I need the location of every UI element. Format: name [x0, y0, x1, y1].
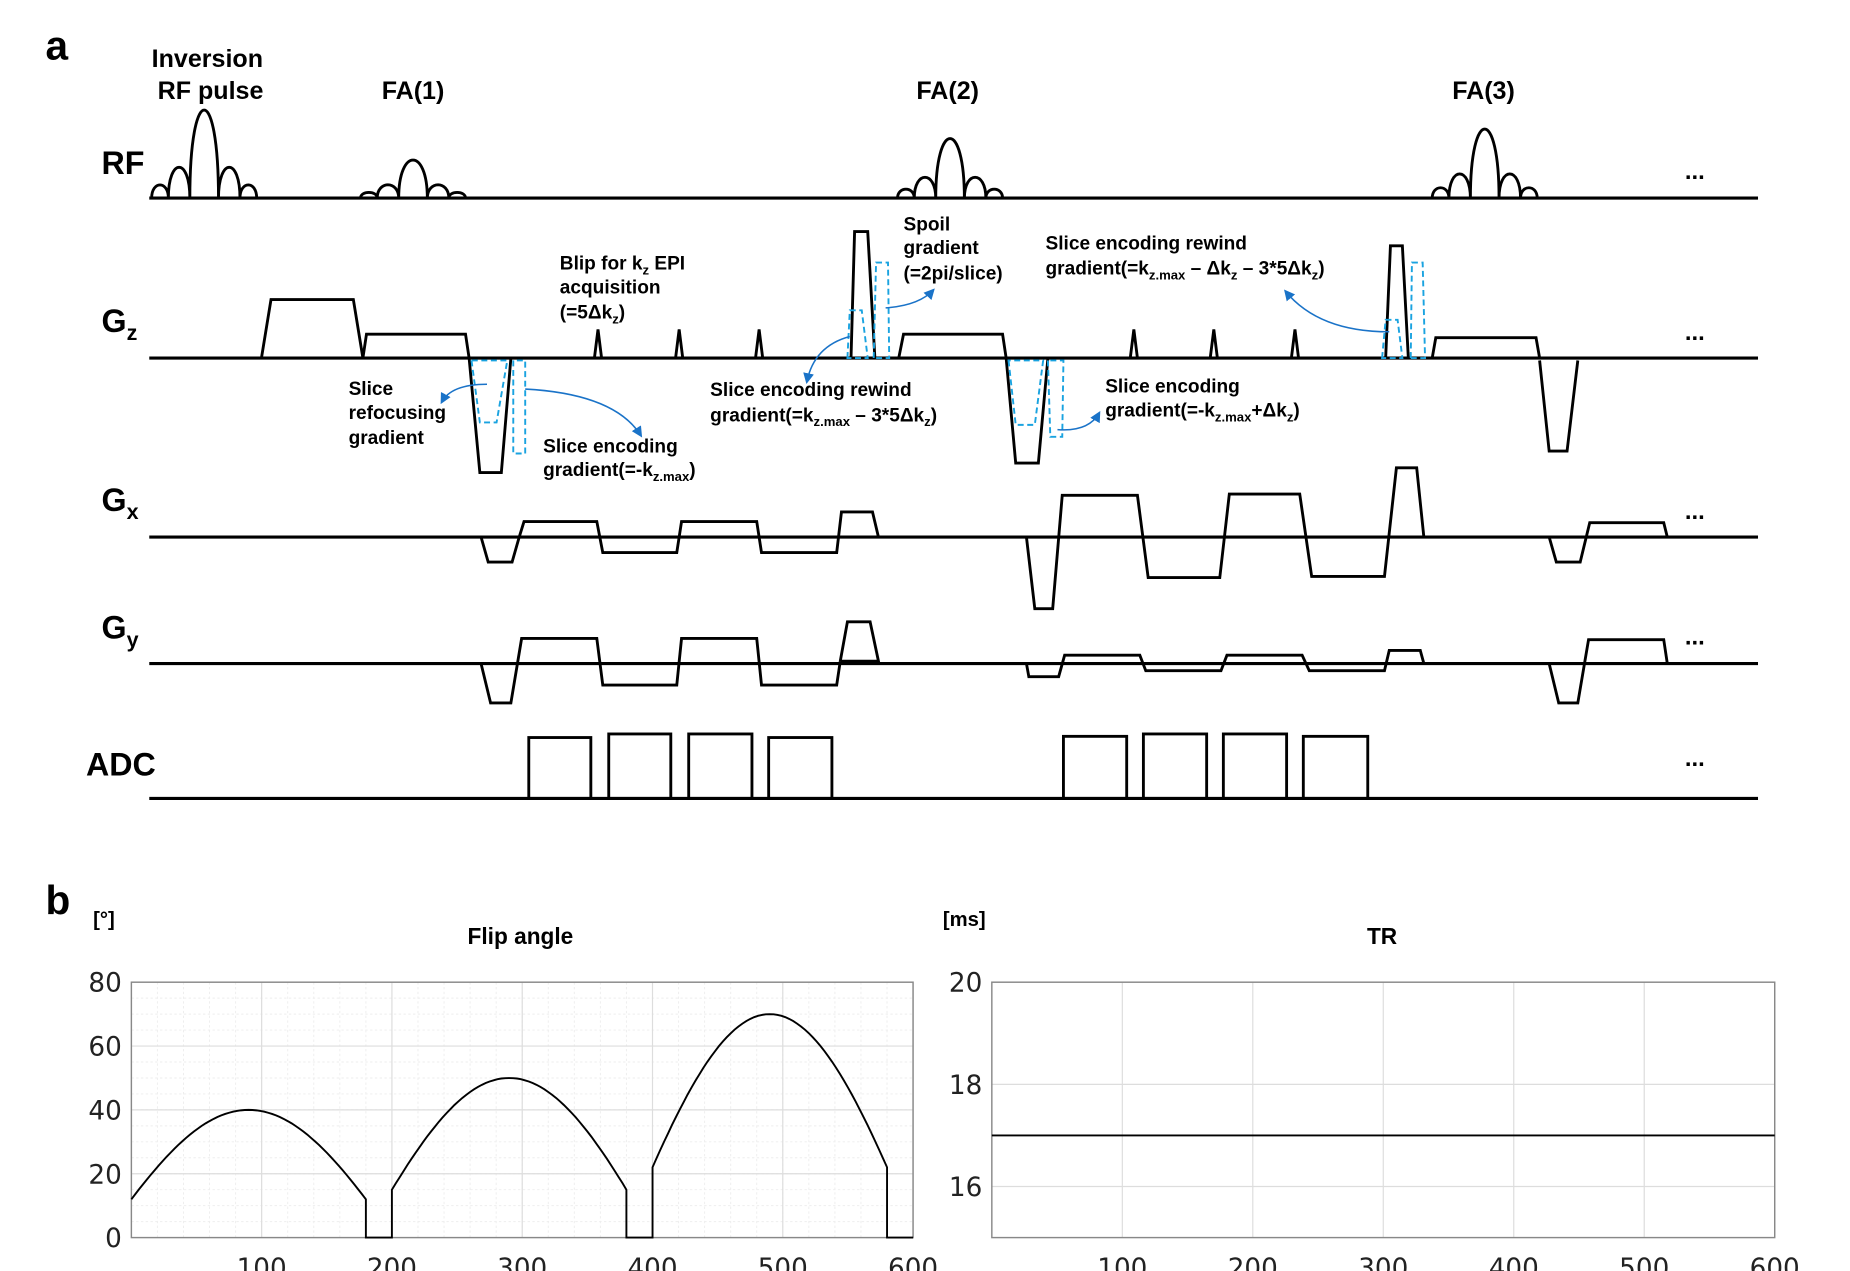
x-tick-label: 200: [1228, 1254, 1278, 1271]
x-tick-label: 100: [237, 1254, 287, 1271]
svg-text:gradient(=kz.max – 3*5Δkz): gradient(=kz.max – 3*5Δkz): [710, 405, 937, 429]
svg-text:Slice encoding rewind: Slice encoding rewind: [1046, 233, 1247, 254]
svg-text:refocusing: refocusing: [349, 403, 447, 424]
panel-b-charts: b [°] Flip angle 100 200 300 400 500 600 0 20 40…: [45, 877, 1799, 1271]
fa3-label: FA(3): [1452, 77, 1515, 105]
svg-text:gradient(=kz.max – Δkz – 3*5Δk: gradient(=kz.max – Δkz – 3*5Δkz): [1046, 258, 1325, 282]
ellipsis-adc: ...: [1685, 745, 1705, 772]
annotation-arrows: [440, 288, 1390, 438]
gx-waveform: [479, 466, 1669, 611]
axes-box: [130, 981, 914, 1239]
x-tick-label: 600: [1750, 1254, 1800, 1271]
annotation-rewind-2: Slice encoding rewind gradient(=kz.max –…: [1046, 233, 1325, 282]
x-tick-label: 400: [627, 1254, 677, 1271]
arrow-rewind-2: [1284, 289, 1390, 333]
svg-text:Slice: Slice: [349, 379, 394, 400]
svg-text:(=5Δkz): (=5Δkz): [560, 303, 625, 327]
panel-label-b: b: [45, 877, 70, 923]
svg-text:gradient: gradient: [349, 428, 425, 449]
flip-angle-chart: [°] Flip angle 100 200 300 400 500 600 0 20 40 60…: [88, 909, 938, 1271]
flip-angle-series-line: [130, 1013, 914, 1239]
x-tick-label: 500: [1619, 1254, 1669, 1271]
row-label-gx: Gx: [102, 482, 139, 524]
x-tick-label: 300: [497, 1254, 547, 1271]
x-tick-label: 400: [1489, 1254, 1539, 1271]
annotation-slice-encoding-2: Slice encoding gradient(=-kz.max+Δkz): [1105, 377, 1300, 425]
arrow-spoil: [885, 288, 935, 309]
arrow-encoding-2: [1057, 411, 1101, 431]
tr-chart: [ms] TR 100 200 300 400 500 600 16 18 20: [943, 909, 1800, 1271]
x-tick-label: 200: [367, 1254, 417, 1271]
arrow-encoding-1: [525, 388, 643, 438]
ellipsis-rf: ...: [1685, 158, 1705, 185]
annotation-spoil: Spoil gradient (=2pi/slice): [904, 214, 1003, 284]
rf-pulse-inversion: [150, 108, 259, 199]
fa2-label: FA(2): [916, 77, 979, 105]
axes-box: [991, 981, 1776, 1239]
rf-pulses: [150, 108, 1539, 199]
x-tick-label: 600: [888, 1254, 938, 1271]
rf-pulse-fa2: [896, 137, 1005, 199]
x-tick-label: 300: [1358, 1254, 1408, 1271]
x-tick-label: 500: [758, 1254, 808, 1271]
x-tick-label: 100: [1097, 1254, 1147, 1271]
adc-windows: [527, 732, 1370, 800]
ellipsis-gz: ...: [1685, 319, 1705, 346]
fa1-label: FA(1): [382, 77, 445, 105]
arrow-rewind-1: [803, 335, 851, 385]
svg-text:gradient: gradient: [904, 238, 980, 259]
y-tick-label: 80: [88, 969, 121, 999]
ellipsis-gx: ...: [1685, 498, 1705, 525]
rf-pulse-fa3: [1430, 127, 1539, 199]
gy-waveform: [479, 620, 1669, 705]
inversion-label-line2: RF pulse: [158, 77, 264, 105]
svg-text:gradient(=-kz.max+Δkz): gradient(=-kz.max+Δkz): [1105, 401, 1300, 425]
y-tick-label: 16: [949, 1173, 982, 1203]
y-tick-label: 20: [949, 969, 982, 999]
svg-text:(=2pi/slice): (=2pi/slice): [904, 263, 1003, 284]
svg-text:Slice encoding rewind: Slice encoding rewind: [710, 380, 911, 401]
svg-text:Slice encoding: Slice encoding: [1105, 377, 1240, 398]
gz-dashed-encoding-gradients: [470, 261, 1427, 455]
annotation-blip: Blip for kz EPI acquisition (=5Δkz): [560, 254, 685, 327]
row-label-gy: Gy: [102, 609, 139, 651]
annotation-rewind-1: Slice encoding rewind gradient(=kz.max –…: [710, 380, 937, 429]
inversion-label-line1: Inversion: [152, 45, 263, 73]
row-label-gz: Gz: [102, 303, 138, 345]
row-label-rf: RF: [102, 145, 145, 181]
panel-label-a: a: [45, 23, 68, 69]
y-tick-label: 40: [88, 1096, 121, 1126]
svg-text:gradient(=-kz.max): gradient(=-kz.max): [543, 460, 696, 484]
ellipsis-gy: ...: [1685, 623, 1705, 650]
y-tick-label: 60: [88, 1033, 121, 1063]
panel-a-sequence-diagram: a Inversion RF pulse FA(1) FA(2) FA(3) R…: [45, 23, 1759, 800]
annotation-refocus: Slice refocusing gradient: [349, 379, 447, 449]
svg-text:Slice encoding: Slice encoding: [543, 436, 678, 457]
annotation-slice-encoding-1: Slice encoding gradient(=-kz.max): [543, 436, 696, 484]
svg-text:acquisition: acquisition: [560, 278, 661, 299]
gz-waveform: [260, 230, 1580, 475]
y-tick-label: 18: [949, 1071, 982, 1101]
tr-ylabel: [ms]: [943, 909, 986, 931]
row-label-adc: ADC: [86, 747, 156, 783]
flip-angle-title: Flip angle: [468, 923, 574, 949]
y-tick-label: 20: [88, 1160, 121, 1190]
svg-text:Spoil: Spoil: [904, 214, 951, 235]
rf-pulse-fa1: [359, 158, 467, 199]
flip-angle-ylabel: [°]: [93, 909, 115, 931]
tr-title: TR: [1367, 923, 1397, 949]
svg-text:Blip for kz EPI: Blip for kz EPI: [560, 254, 685, 278]
y-tick-label: 0: [105, 1224, 122, 1254]
arrow-refocus: [440, 383, 488, 405]
